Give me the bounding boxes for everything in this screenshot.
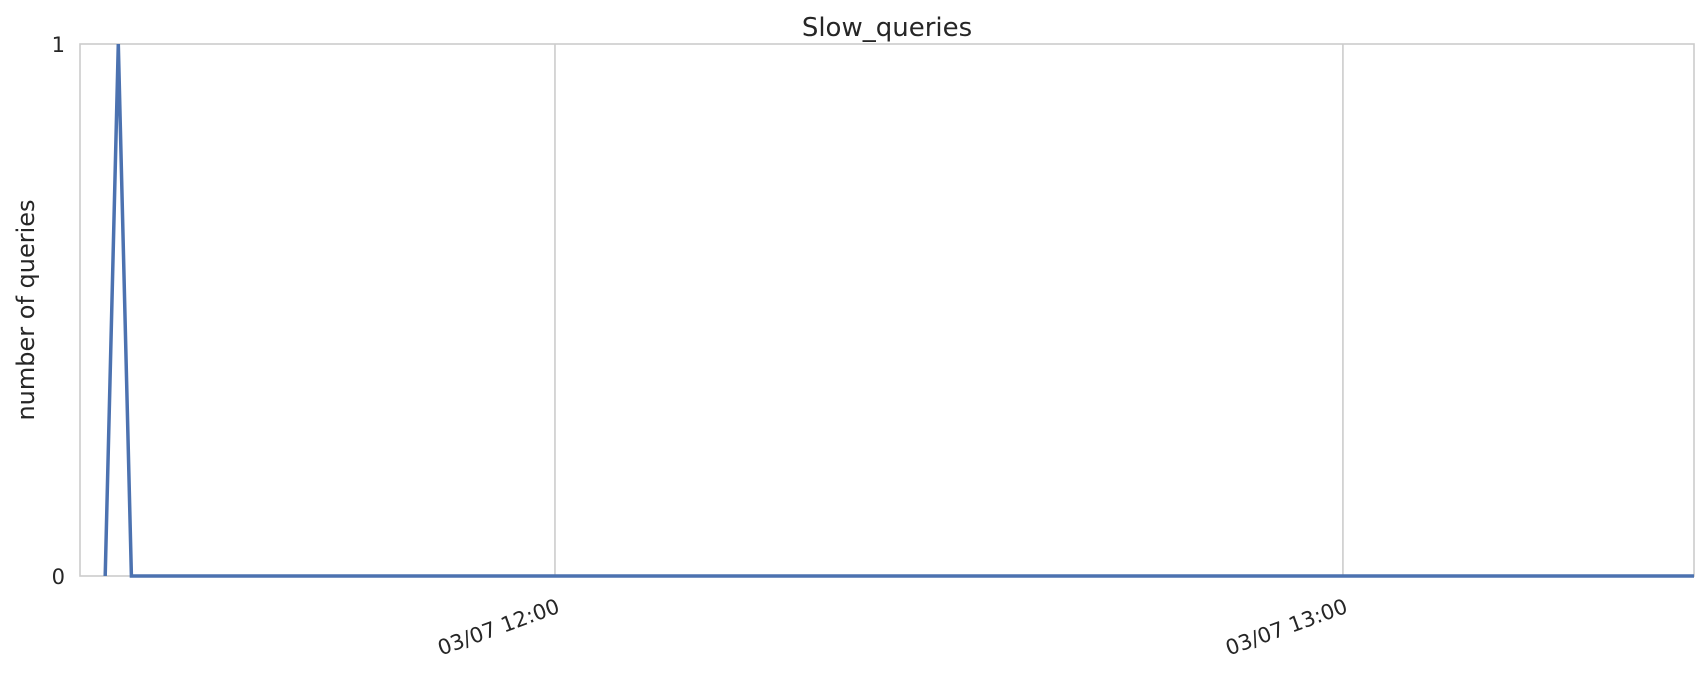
grid — [554, 44, 1344, 576]
y-tick-labels: 01 — [52, 33, 65, 589]
x-tick-labels: 03/07 12:00 03/07 13:00 — [434, 594, 1350, 660]
x-tick-label: 03/07 13:00 — [1222, 594, 1350, 660]
chart-title: Slow_queries — [802, 13, 972, 43]
y-tick-label: 0 — [52, 565, 65, 589]
plot-background — [80, 44, 1694, 576]
series-line — [103, 43, 1694, 578]
y-tick-label: 1 — [52, 33, 65, 57]
series-group — [103, 43, 1694, 578]
y-axis-label: number of queries — [12, 199, 40, 420]
x-tick-label: 03/07 12:00 — [434, 594, 562, 660]
